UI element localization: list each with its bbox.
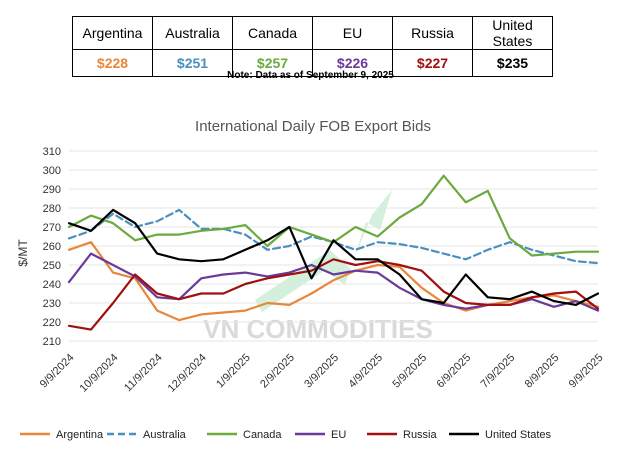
y-tick-label: 290	[43, 184, 61, 196]
series-line-australia	[67, 208, 600, 265]
x-tick-label: 8/9/2025	[523, 352, 562, 391]
legend-item-russia: Russia	[367, 429, 438, 441]
y-tick-label: 230	[43, 298, 61, 310]
series-line-russia	[67, 258, 600, 331]
y-tick-label: 310	[43, 146, 61, 158]
x-tick-label: 9/9/2024	[38, 352, 77, 391]
x-tick-label: 3/9/2025	[302, 352, 341, 391]
y-tick-label: 220	[43, 317, 61, 329]
series-line-argentina	[67, 241, 600, 322]
legend-label: Canada	[243, 429, 282, 441]
y-axis-label: $/MT	[16, 239, 30, 267]
x-tick-label: 1/9/2025	[214, 352, 253, 391]
y-tick-label: 300	[43, 165, 61, 177]
value-argentina: $228	[72, 49, 153, 77]
x-tick-label: 12/9/2024	[166, 352, 209, 395]
legend-item-united-states: United States	[449, 429, 552, 441]
legend-item-australia: Australia	[107, 429, 187, 441]
y-tick-label: 280	[43, 203, 61, 215]
watermark-arrow-icon	[255, 190, 392, 312]
value-russia: $227	[392, 49, 473, 77]
x-tick-label: 11/9/2024	[122, 352, 165, 395]
y-tick-label: 240	[43, 279, 61, 291]
value-australia: $251	[152, 49, 233, 77]
legend-item-canada: Canada	[207, 429, 282, 441]
value-united-states: $235	[472, 49, 553, 77]
legend-item-eu: EU	[295, 429, 346, 441]
price-table: Argentina Australia Canada EU Russia Uni…	[72, 16, 553, 77]
x-tick-label: 4/9/2025	[346, 352, 385, 391]
header-australia: Australia	[152, 16, 233, 50]
legend-label: Russia	[403, 429, 438, 441]
price-table-value-row: $228 $251 $257 $226 $227 $235	[72, 49, 553, 77]
legend-label: Australia	[143, 429, 187, 441]
data-note: Note: Data as of September 9, 2025	[227, 70, 394, 81]
x-tick-label: 10/9/2024	[78, 352, 121, 395]
watermark: VN COMMODITIES	[203, 190, 433, 344]
legend-item-argentina: Argentina	[20, 429, 104, 441]
legend-label: EU	[331, 429, 346, 441]
y-tick-label: 260	[43, 241, 61, 253]
price-table-header-row: Argentina Australia Canada EU Russia Uni…	[72, 16, 553, 50]
legend-label: United States	[485, 429, 552, 441]
header-argentina: Argentina	[72, 16, 153, 50]
header-united-states: United States	[472, 16, 553, 50]
y-tick-label: 250	[43, 260, 61, 272]
y-tick-label: 210	[43, 336, 61, 348]
x-tick-label: 9/9/2025	[567, 352, 606, 391]
watermark-text: VN COMMODITIES	[203, 314, 433, 344]
header-eu: EU	[312, 16, 393, 50]
legend-label: Argentina	[56, 429, 104, 441]
x-tick-label: 6/9/2025	[435, 352, 474, 391]
x-tick-label: 2/9/2025	[258, 352, 297, 391]
value-eu: $226	[312, 49, 393, 77]
value-canada: $257	[232, 49, 313, 77]
y-tick-label: 270	[43, 222, 61, 234]
series-line-canada	[67, 174, 600, 257]
x-tick-label: 5/9/2025	[390, 352, 429, 391]
chart-title: International Daily FOB Export Bids	[195, 118, 431, 135]
series-line-united-states	[67, 208, 600, 306]
x-tick-label: 7/9/2025	[479, 352, 518, 391]
